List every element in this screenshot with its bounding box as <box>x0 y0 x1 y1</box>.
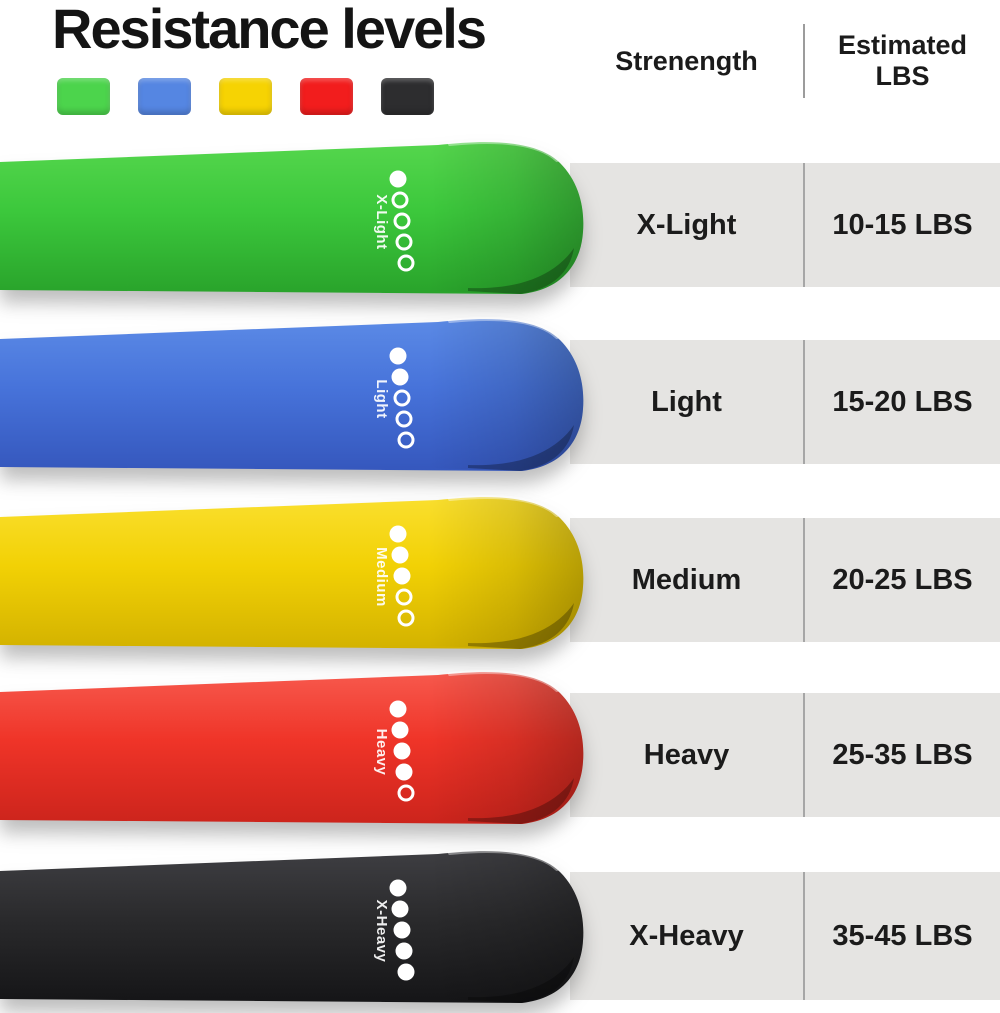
column-header-estimated-lbs: Estimated LBS <box>803 24 1000 98</box>
strength-dot-filled <box>389 700 407 718</box>
lbs-cell: 15-20 LBS <box>803 340 1000 464</box>
strength-dot-filled <box>389 170 407 188</box>
band-under-curl <box>468 957 574 1003</box>
band-fold-shade <box>428 142 584 294</box>
strength-dot-empty <box>397 254 415 272</box>
band-strength-label: X-Heavy <box>373 900 390 963</box>
strength-dot-empty <box>393 212 411 230</box>
estimated-line2: LBS <box>875 61 930 91</box>
band-under-curl <box>468 778 574 824</box>
band-yellow-medium: Medium <box>0 494 584 649</box>
band-strength-label: Medium <box>373 547 390 607</box>
band-strength-label: Light <box>373 379 390 418</box>
strength-dot-empty <box>397 609 415 627</box>
table-row: Medium 20-25 LBS <box>570 518 1000 642</box>
band-blue-light: Light <box>0 316 584 471</box>
band-fold-highlight <box>448 669 559 692</box>
legend-swatch-black <box>381 78 434 115</box>
strength-dot-empty <box>393 389 411 407</box>
band-red-heavy: Heavy <box>0 669 584 824</box>
strength-dot-filled <box>391 546 409 564</box>
table-row: X-Heavy 35-45 LBS <box>570 872 1000 1000</box>
strength-dot-empty <box>395 410 413 428</box>
band-green-x-light: X-Light <box>0 139 584 294</box>
band-fold-highlight <box>448 139 559 162</box>
table-row: Heavy 25-35 LBS <box>570 693 1000 817</box>
strength-dot-filled <box>391 368 409 386</box>
band-black-x-heavy: X-Heavy <box>0 848 584 1003</box>
band-under-curl <box>468 425 574 471</box>
band-fold-shade <box>428 851 584 1003</box>
strength-cell: Medium <box>631 563 742 596</box>
strength-dot-filled <box>391 721 409 739</box>
legend-swatch-red <box>300 78 353 115</box>
strength-dot-filled <box>393 567 411 585</box>
lbs-cell: 20-25 LBS <box>803 518 1000 642</box>
band-fold-shade <box>428 497 584 649</box>
strength-dot-filled <box>397 963 415 981</box>
band-under-curl <box>468 603 574 649</box>
strength-dots <box>389 879 415 981</box>
strength-dot-filled <box>393 921 411 939</box>
table-row: Light 15-20 LBS <box>570 340 1000 464</box>
strength-dot-filled <box>389 525 407 543</box>
lbs-cell: 10-15 LBS <box>803 163 1000 287</box>
strength-dot-filled <box>389 347 407 365</box>
band-fold-shade <box>428 672 584 824</box>
band-strength-label: Heavy <box>373 729 390 776</box>
band-fold-highlight <box>448 494 559 517</box>
strength-dot-filled <box>389 879 407 897</box>
estimated-line1: Estimated <box>837 29 968 60</box>
strength-dots <box>389 347 415 449</box>
page-title: Resistance levels <box>52 0 487 60</box>
legend-swatch-yellow <box>219 78 272 115</box>
strength-dot-filled <box>393 742 411 760</box>
strength-dot-empty <box>397 784 415 802</box>
band-fold-highlight <box>448 848 559 871</box>
lbs-cell: 35-45 LBS <box>803 872 1000 1000</box>
strength-dots <box>389 170 415 272</box>
strength-dot-filled <box>395 763 413 781</box>
lbs-cell: 25-35 LBS <box>803 693 1000 817</box>
strength-cell: X-Heavy <box>629 919 744 952</box>
strength-dot-filled <box>395 942 413 960</box>
strength-dots <box>389 700 415 802</box>
strength-cell: Heavy <box>643 738 730 771</box>
band-strength-label: X-Light <box>373 194 390 249</box>
band-fold-highlight <box>448 316 559 339</box>
color-legend <box>57 78 434 115</box>
strength-dot-empty <box>391 191 409 209</box>
legend-swatch-green <box>57 78 110 115</box>
table-header: Strenength Estimated LBS <box>570 24 1000 98</box>
table-row: X-Light 10-15 LBS <box>570 163 1000 287</box>
strength-dot-filled <box>391 900 409 918</box>
column-header-strength: Strenength <box>615 45 758 76</box>
legend-swatch-blue <box>138 78 191 115</box>
strength-dots <box>389 525 415 627</box>
strength-cell: Light <box>651 385 722 418</box>
strength-dot-empty <box>395 233 413 251</box>
strength-dot-empty <box>395 588 413 606</box>
band-under-curl <box>468 248 574 294</box>
strength-cell: X-Light <box>636 208 737 241</box>
band-fold-shade <box>428 319 584 471</box>
strength-dot-empty <box>397 431 415 449</box>
